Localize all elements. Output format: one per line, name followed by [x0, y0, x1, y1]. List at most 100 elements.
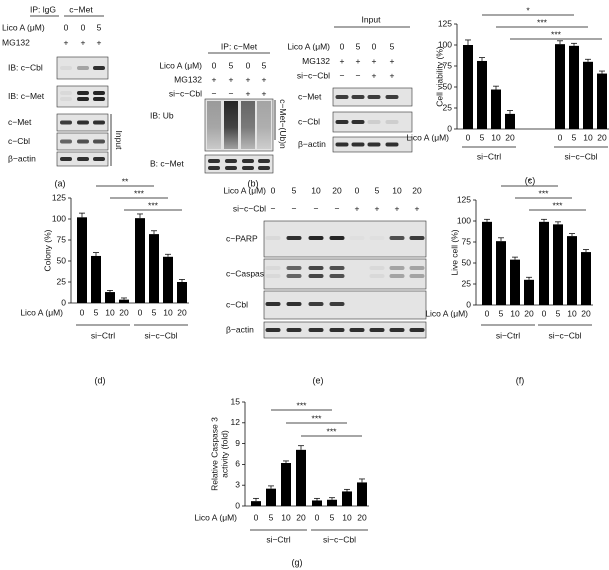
treatment-value: 0: [246, 60, 251, 70]
band: [77, 97, 89, 101]
bar: [524, 279, 534, 305]
band: [208, 166, 220, 170]
y-tick-label: 100: [438, 39, 452, 49]
x-tick-label: 10: [342, 512, 352, 522]
y-tick-label: 100: [52, 213, 66, 223]
band: [351, 142, 365, 147]
x-tick-label: 0: [542, 308, 547, 318]
bar: [581, 252, 591, 305]
panel-label: (f): [516, 375, 525, 385]
x-tick-label: 10: [105, 307, 115, 317]
band: [370, 302, 385, 306]
blot-label: c−Cbl: [226, 299, 248, 309]
y-axis-label: Colony (%): [42, 229, 52, 271]
treatment-value: +: [395, 203, 400, 213]
x-axis-label: Lico A (μM): [406, 132, 449, 142]
y-tick-label: 50: [57, 255, 67, 265]
x-tick-label: 0: [254, 512, 259, 522]
panel-label: (e): [313, 375, 324, 385]
bar: [163, 256, 173, 303]
y-tick-label: 75: [443, 60, 453, 70]
band: [77, 157, 89, 161]
y-tick-label: 75: [462, 236, 472, 246]
band: [335, 95, 349, 99]
treatment-value: +: [64, 37, 69, 47]
smear: [224, 101, 238, 149]
treatment-value: 20: [332, 185, 342, 195]
annotation: c−Met−(Ub)n: [278, 99, 288, 149]
blot-box: [56, 56, 109, 80]
bar: [567, 236, 577, 305]
bar: [553, 224, 563, 305]
bar: [135, 218, 145, 303]
x-tick-label: 20: [597, 132, 607, 142]
x-tick-label: 10: [583, 132, 593, 142]
treatment-value: +: [372, 56, 377, 66]
band: [77, 139, 89, 144]
group-label: si−Ctrl: [477, 151, 501, 161]
x-tick-label: 0: [315, 512, 320, 522]
band: [308, 302, 324, 306]
band: [242, 159, 254, 163]
input-header: Input: [362, 14, 382, 24]
x-tick-label: 5: [480, 132, 485, 142]
treatment-label: si−c−Cbl: [169, 88, 202, 98]
treatment-label: Lico A (μM): [287, 41, 330, 51]
band: [409, 236, 425, 240]
band: [385, 95, 399, 99]
y-tick-label: 75: [57, 234, 67, 244]
y-tick-label: 3: [235, 479, 240, 489]
treatment-value: +: [212, 74, 217, 84]
band: [329, 274, 345, 278]
significance-label: ***: [297, 400, 308, 410]
treatment-value: −: [229, 88, 234, 98]
bar: [583, 61, 593, 129]
bar: [119, 299, 129, 303]
blot-box: [56, 85, 109, 108]
group-label: si−Ctrl: [91, 330, 115, 340]
band: [93, 97, 105, 101]
band: [60, 66, 72, 70]
treatment-value: −: [340, 70, 345, 80]
band: [77, 91, 89, 95]
y-tick-label: 125: [457, 194, 471, 204]
y-tick-label: 0: [466, 299, 471, 309]
significance-label: *: [526, 5, 530, 15]
bar: [539, 221, 549, 305]
x-tick-label: 5: [269, 512, 274, 522]
treatment-value: −: [314, 203, 319, 213]
band: [286, 328, 302, 332]
x-tick-label: 20: [581, 308, 591, 318]
treatment-value: 5: [356, 41, 361, 51]
treatment-value: −: [335, 203, 340, 213]
bar: [177, 282, 187, 303]
x-tick-label: 10: [510, 308, 520, 318]
panel-label: (d): [95, 375, 106, 385]
bar: [251, 501, 261, 506]
group-label: si−c−Cbl: [323, 534, 356, 544]
significance-label: ***: [148, 200, 159, 210]
bar: [482, 221, 492, 305]
x-axis-label: Lico A (μM): [194, 512, 237, 522]
band: [369, 266, 385, 270]
treatment-value: 0: [355, 185, 360, 195]
band: [265, 328, 281, 332]
band: [208, 159, 220, 163]
x-tick-label: 0: [138, 307, 143, 317]
x-axis-label: Lico A (μM): [20, 307, 63, 317]
band: [349, 328, 365, 332]
blot-label: c−Met: [298, 91, 322, 101]
treatment-value: 0: [64, 22, 69, 32]
band: [93, 91, 105, 95]
y-tick-label: 0: [61, 297, 66, 307]
band: [370, 236, 385, 240]
treatment-value: +: [81, 37, 86, 47]
blot-label: c−Caspase 3: [226, 268, 276, 278]
band: [367, 142, 381, 147]
treatment-value: +: [262, 74, 267, 84]
band: [286, 302, 302, 306]
band: [367, 120, 381, 124]
blot-label: β−actin: [298, 139, 326, 149]
band: [286, 266, 302, 270]
bar: [357, 482, 367, 506]
